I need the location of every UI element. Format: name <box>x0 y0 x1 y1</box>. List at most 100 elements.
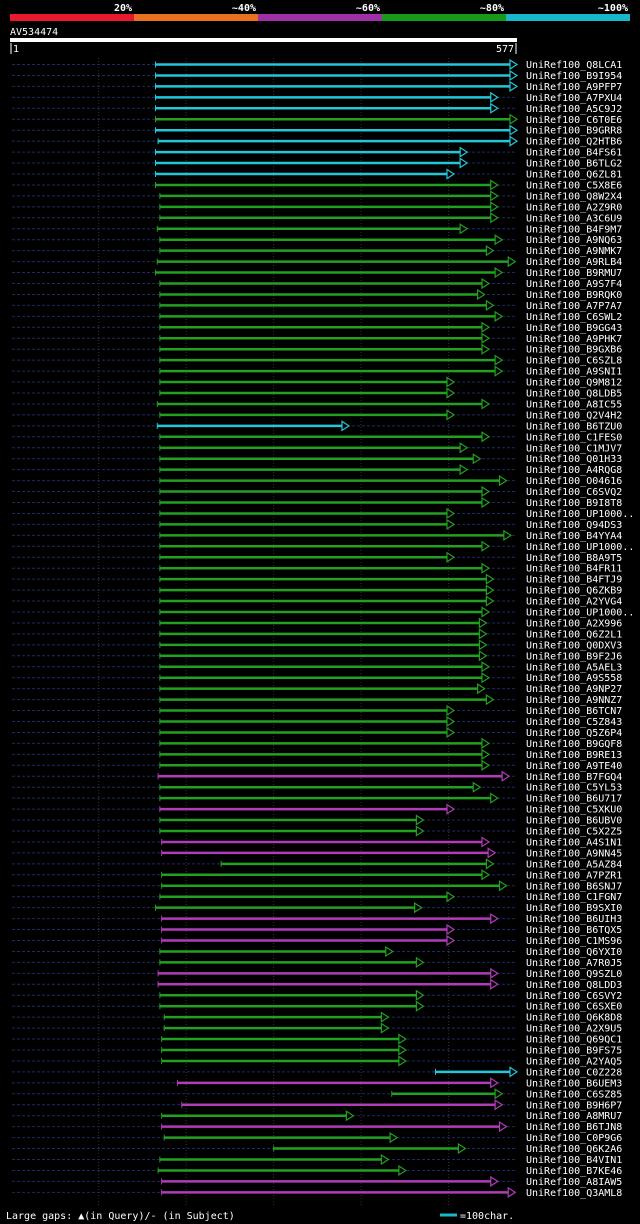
hit-label[interactable]: UniRef100_B6TJN8 <box>526 1122 622 1133</box>
hit-row[interactable]: UniRef100_B9RQK0 <box>12 288 622 301</box>
hit-row[interactable]: UniRef100_B4VIN1 <box>12 1153 622 1166</box>
hit-label[interactable]: UniRef100_C6SXE0 <box>526 1002 622 1013</box>
hit-label[interactable]: UniRef100_A9RLB4 <box>526 257 622 268</box>
hit-label[interactable]: UniRef100_B9I954 <box>526 71 622 82</box>
hit-row[interactable]: UniRef100_B6TLG2 <box>12 157 622 170</box>
hit-row[interactable]: UniRef100_Q69QC1 <box>12 1033 622 1046</box>
hit-label[interactable]: UniRef100_C6SWL2 <box>526 312 622 323</box>
hit-label[interactable]: UniRef100_A2X996 <box>526 618 622 629</box>
hit-row[interactable]: UniRef100_C6SZL8 <box>12 354 622 367</box>
hit-label[interactable]: UniRef100_B6UBV0 <box>526 816 622 827</box>
hit-row[interactable]: UniRef100_A9NP27 <box>12 683 622 695</box>
hit-row[interactable]: UniRef100_B9FS75 <box>12 1044 622 1057</box>
hit-row[interactable]: UniRef100_A8IC55 <box>12 398 622 410</box>
hit-row[interactable]: UniRef100_Q01H33 <box>12 453 622 465</box>
hit-label[interactable]: UniRef100_C5X8E6 <box>526 180 622 191</box>
hit-label[interactable]: UniRef100_Q3AML8 <box>526 1188 622 1199</box>
hit-label[interactable]: UniRef100_B4VIN1 <box>526 1155 622 1166</box>
hit-row[interactable]: UniRef100_B4YYA4 <box>12 529 622 542</box>
hit-row[interactable]: UniRef100_B6TJN8 <box>12 1121 622 1133</box>
hit-row[interactable]: UniRef100_C6SZ85 <box>12 1088 622 1100</box>
hit-row[interactable]: UniRef100_A9NN45 <box>12 847 622 859</box>
hit-row[interactable]: UniRef100_B6TQX5 <box>12 923 622 936</box>
hit-row[interactable]: UniRef100_B6TZU0 <box>12 420 622 432</box>
hit-row[interactable]: UniRef100_Q8W2X4 <box>12 190 622 202</box>
hit-row[interactable]: UniRef100_UP1000.. <box>12 540 634 553</box>
hit-label[interactable]: UniRef100_B9GQF8 <box>526 739 622 750</box>
hit-label[interactable]: UniRef100_Q9M812 <box>526 378 622 389</box>
hit-row[interactable]: UniRef100_B6UIH3 <box>12 913 622 925</box>
hit-label[interactable]: UniRef100_C6SZL8 <box>526 356 622 367</box>
hit-label[interactable]: UniRef100_UP1000.. <box>526 608 634 619</box>
hit-label[interactable]: UniRef100_A9S7F4 <box>526 279 622 290</box>
hit-row[interactable]: UniRef100_C1MJV7 <box>12 442 622 454</box>
hit-row[interactable]: UniRef100_Q94DS3 <box>12 518 622 531</box>
hit-label[interactable]: UniRef100_A9NP27 <box>526 684 622 695</box>
hit-label[interactable]: UniRef100_A9NMK7 <box>526 246 622 257</box>
hit-row[interactable]: UniRef100_B7KE46 <box>12 1164 622 1177</box>
hit-label[interactable]: UniRef100_A9PHK7 <box>526 334 622 345</box>
hit-label[interactable]: UniRef100_Q8LCA1 <box>526 60 622 71</box>
hit-row[interactable]: UniRef100_Q9M812 <box>12 376 622 389</box>
hit-label[interactable]: UniRef100_A8MRU7 <box>526 1111 622 1122</box>
hit-label[interactable]: UniRef100_A7R0J5 <box>526 958 622 969</box>
hit-row[interactable]: UniRef100_A2Z9R0 <box>12 201 622 213</box>
hit-row[interactable]: UniRef100_A5AZ84 <box>12 858 622 870</box>
hit-row[interactable]: UniRef100_A9S558 <box>12 672 622 684</box>
hit-row[interactable]: UniRef100_C5Z843 <box>12 715 622 728</box>
hit-row[interactable]: UniRef100_Q6YXI0 <box>12 945 622 958</box>
hit-label[interactable]: UniRef100_C0P9G6 <box>526 1133 622 1144</box>
hit-row[interactable]: UniRef100_B6SNJ7 <box>12 880 622 892</box>
hit-label[interactable]: UniRef100_C0Z228 <box>526 1067 622 1078</box>
hit-row[interactable]: UniRef100_A2X9U5 <box>12 1022 622 1035</box>
hit-row[interactable]: UniRef100_A2X996 <box>12 617 622 629</box>
hit-row[interactable]: UniRef100_Q6K8D8 <box>12 1011 622 1024</box>
hit-row[interactable]: UniRef100_C5X8E6 <box>12 179 622 191</box>
hit-label[interactable]: UniRef100_C5YL53 <box>526 783 622 794</box>
hit-row[interactable]: UniRef100_A9RLB4 <box>12 256 622 268</box>
hit-row[interactable]: UniRef100_Q6Z2L1 <box>12 628 622 640</box>
hit-label[interactable]: UniRef100_B9F2J6 <box>526 651 622 662</box>
hit-label[interactable]: UniRef100_Q5Z6P4 <box>526 728 622 739</box>
hit-row[interactable]: UniRef100_C6SVY2 <box>12 989 622 1002</box>
hit-label[interactable]: UniRef100_B8A9T5 <box>526 553 622 564</box>
hit-label[interactable]: UniRef100_Q9SZL0 <box>526 969 622 980</box>
hit-label[interactable]: UniRef100_C6SVY2 <box>526 991 622 1002</box>
hit-row[interactable]: UniRef100_A7P7A7 <box>12 299 622 312</box>
hit-row[interactable]: UniRef100_B9H6P7 <box>12 1099 622 1111</box>
hit-row[interactable]: UniRef100_C6SVQ2 <box>12 485 622 498</box>
hit-row[interactable]: UniRef100_B7FGQ4 <box>12 770 622 783</box>
hit-label[interactable]: UniRef100_A2YVG4 <box>526 597 622 608</box>
hit-label[interactable]: UniRef100_Q6Z2L1 <box>526 629 622 640</box>
hit-row[interactable]: UniRef100_UP1000.. <box>12 507 634 520</box>
hit-label[interactable]: UniRef100_C1MJV7 <box>526 443 622 454</box>
hit-label[interactable]: UniRef100_B9I8T8 <box>526 498 622 509</box>
hit-row[interactable]: UniRef100_A7PZR1 <box>12 869 622 881</box>
hit-label[interactable]: UniRef100_B6UIH3 <box>526 914 622 925</box>
hit-label[interactable]: UniRef100_Q6ZKB9 <box>526 586 622 597</box>
hit-row[interactable]: UniRef100_A9NQ63 <box>12 234 622 246</box>
hit-row[interactable]: UniRef100_Q8LDB5 <box>12 387 622 400</box>
hit-row[interactable]: UniRef100_UP1000.. <box>12 606 634 619</box>
hit-label[interactable]: UniRef100_Q69QC1 <box>526 1035 622 1046</box>
hit-label[interactable]: UniRef100_Q6YXI0 <box>526 947 622 958</box>
hit-label[interactable]: UniRef100_B9GXB6 <box>526 345 622 356</box>
hit-label[interactable]: UniRef100_C5XKU0 <box>526 805 622 816</box>
hit-label[interactable]: UniRef100_Q2HTB6 <box>526 137 622 148</box>
hit-label[interactable]: UniRef100_A7P7A7 <box>526 301 622 312</box>
hit-label[interactable]: UniRef100_Q8LDD3 <box>526 980 622 991</box>
hit-row[interactable]: UniRef100_B6U717 <box>12 792 622 805</box>
hit-label[interactable]: UniRef100_B6UEM3 <box>526 1078 622 1089</box>
hit-row[interactable]: UniRef100_C1FGN7 <box>12 891 622 903</box>
hit-label[interactable]: UniRef100_Q6K2A6 <box>526 1144 622 1155</box>
hit-label[interactable]: UniRef100_B9GG43 <box>526 323 622 334</box>
hit-row[interactable]: UniRef100_A2YVG4 <box>12 595 622 608</box>
hit-label[interactable]: UniRef100_A9NQ63 <box>526 235 622 246</box>
hit-row[interactable]: UniRef100_O04616 <box>12 475 622 487</box>
hit-row[interactable]: UniRef100_B6TCN7 <box>12 704 622 717</box>
hit-label[interactable]: UniRef100_B7FGQ4 <box>526 772 622 783</box>
hit-row[interactable]: UniRef100_B6UBV0 <box>12 814 622 827</box>
hit-label[interactable]: UniRef100_UP1000.. <box>526 542 634 553</box>
hit-row[interactable]: UniRef100_C1FES0 <box>12 431 622 443</box>
hit-row[interactable]: UniRef100_B9GG43 <box>12 321 622 334</box>
